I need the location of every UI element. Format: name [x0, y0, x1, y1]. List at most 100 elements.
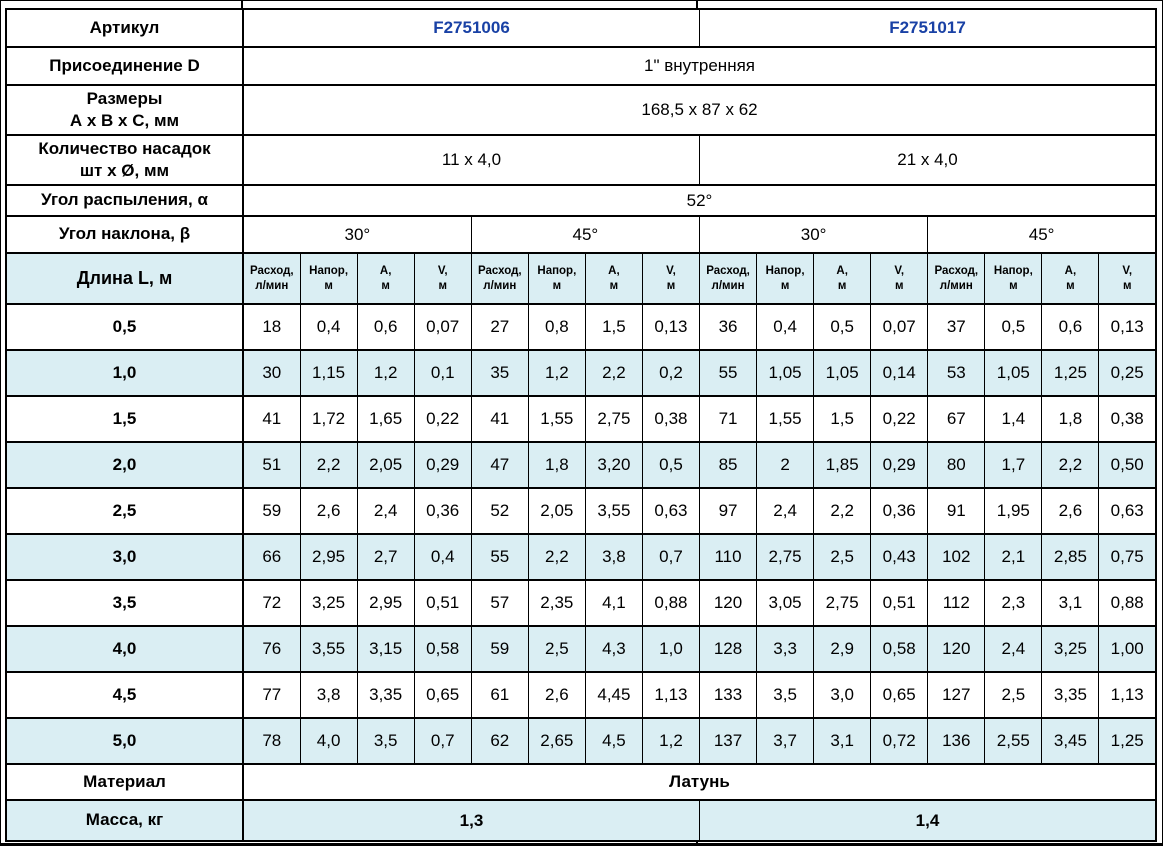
data-cell: 2,4 — [356, 487, 415, 535]
tilt-angle-value-1: 30° — [242, 215, 472, 254]
data-cell: 2,2 — [299, 441, 358, 489]
data-cell: 128 — [698, 625, 758, 673]
data-cell: 2,55 — [984, 717, 1043, 765]
data-cell: 4,0 — [299, 717, 358, 765]
data-cell: 2,4 — [984, 625, 1043, 673]
data-cell: 35 — [470, 349, 529, 397]
subheader-cell: Расход, л/мин — [927, 252, 986, 305]
data-cell: 52 — [470, 487, 529, 535]
data-cell: 2,6 — [1041, 487, 1100, 535]
data-cell: 4,1 — [584, 579, 643, 627]
data-cell: 0,5 — [984, 303, 1043, 351]
data-cell: 1,13 — [641, 671, 701, 719]
data-cell: 51 — [242, 441, 301, 489]
data-cell: 55 — [470, 533, 529, 581]
data-cell: 2,05 — [527, 487, 586, 535]
subheader-cell: А, м — [584, 252, 643, 305]
data-cell: 1,13 — [1098, 671, 1157, 719]
data-cell: 120 — [698, 579, 758, 627]
data-cell: 3,15 — [356, 625, 415, 673]
data-cell: 0,22 — [413, 395, 472, 443]
data-cell: 59 — [470, 625, 529, 673]
data-cell: 2,7 — [356, 533, 415, 581]
data-cell: 0,88 — [641, 579, 701, 627]
table-row: 1,0 30 1,15 1,2 0,1 35 1,2 2,2 0,2 55 1,05 1,05 0,14… — [5, 349, 1157, 397]
data-cell: 1,2 — [527, 349, 586, 397]
data-cell: 2,95 — [299, 533, 358, 581]
length-value: 0,5 — [5, 303, 244, 351]
data-cell: 120 — [927, 625, 986, 673]
table-row: 3,0 66 2,95 2,7 0,4 55 2,2 3,8 0,7 110 2,75 2,5 0,43… — [5, 533, 1157, 581]
data-cell: 1,2 — [641, 717, 701, 765]
data-cell: 1,55 — [756, 395, 815, 443]
data-cell: 2,1 — [984, 533, 1043, 581]
data-cell: 3,0 — [813, 671, 872, 719]
data-cell: 1,05 — [756, 349, 815, 397]
subheader-cell: Напор, м — [756, 252, 815, 305]
data-cell: 0,4 — [413, 533, 472, 581]
data-cell: 0,4 — [756, 303, 815, 351]
data-cell: 2,5 — [527, 625, 586, 673]
data-cell: 2,2 — [1041, 441, 1100, 489]
data-cell: 112 — [927, 579, 986, 627]
nozzles-value-1: 11 х 4,0 — [242, 134, 700, 186]
nozzles-row: Количество насадок шт х Ø, мм 11 х 4,0 2… — [5, 134, 1157, 186]
data-cell: 2,65 — [527, 717, 586, 765]
data-cell: 0,50 — [1098, 441, 1157, 489]
data-cell: 0,72 — [870, 717, 929, 765]
data-cell: 77 — [242, 671, 301, 719]
mass-value-2: 1,4 — [699, 799, 1157, 842]
data-cell: 0,51 — [870, 579, 929, 627]
data-cell: 41 — [470, 395, 529, 443]
data-cell: 2,2 — [584, 349, 643, 397]
length-value: 4,0 — [5, 625, 244, 673]
data-cell: 1,8 — [527, 441, 586, 489]
mass-value-1: 1,3 — [242, 799, 700, 842]
data-cell: 0,6 — [356, 303, 415, 351]
data-cell: 0,88 — [1098, 579, 1157, 627]
table-row: 0,5 18 0,4 0,6 0,07 27 0,8 1,5 0,13 36 0,4 0,5 0,07 3… — [5, 303, 1157, 351]
data-cell: 4,5 — [584, 717, 643, 765]
data-cell: 1,4 — [984, 395, 1043, 443]
data-cell: 1,25 — [1098, 717, 1157, 765]
data-cell: 0,2 — [641, 349, 701, 397]
data-cell: 3,45 — [1041, 717, 1100, 765]
data-cell: 0,36 — [870, 487, 929, 535]
article-value-2: F2751017 — [699, 8, 1157, 48]
footer-rows: Материал Латунь Масса, кг 1,3 1,4 — [5, 763, 1157, 842]
subheader-cell: V, м — [641, 252, 701, 305]
data-cell: 3,35 — [356, 671, 415, 719]
data-cell: 3,3 — [756, 625, 815, 673]
data-cell: 91 — [927, 487, 986, 535]
article-value-1: F2751006 — [242, 8, 700, 48]
data-cell: 36 — [698, 303, 758, 351]
subheader-cell: V, м — [1098, 252, 1157, 305]
data-cell: 1,05 — [813, 349, 872, 397]
data-cell: 3,05 — [756, 579, 815, 627]
data-cell: 0,75 — [1098, 533, 1157, 581]
data-cell: 59 — [242, 487, 301, 535]
data-cell: 102 — [927, 533, 986, 581]
data-cell: 0,29 — [870, 441, 929, 489]
nozzles-label: Количество насадок шт х Ø, мм — [5, 134, 244, 186]
table-row: 2,0 51 2,2 2,05 0,29 47 1,8 3,20 0,5 85 2 1,85 0,29 8… — [5, 441, 1157, 489]
data-cell: 66 — [242, 533, 301, 581]
data-cell: 3,1 — [1041, 579, 1100, 627]
spray-angle-row: Угол распыления, α 52° — [5, 184, 1157, 217]
data-cell: 0,5 — [813, 303, 872, 351]
data-cell: 110 — [698, 533, 758, 581]
connection-row: Присоединение D 1" внутренняя — [5, 46, 1157, 86]
data-cell: 2,85 — [1041, 533, 1100, 581]
length-value: 3,0 — [5, 533, 244, 581]
data-cell: 3,20 — [584, 441, 643, 489]
data-cell: 4,3 — [584, 625, 643, 673]
data-cell: 2 — [756, 441, 815, 489]
data-rows: 0,5 18 0,4 0,6 0,07 27 0,8 1,5 0,13 36 0,4 0,5 0,07 3… — [5, 303, 1157, 765]
tilt-angle-label: Угол наклона, β — [5, 215, 244, 254]
length-value: 1,0 — [5, 349, 244, 397]
tilt-angle-value-3: 30° — [698, 215, 929, 254]
length-value: 2,5 — [5, 487, 244, 535]
header-rows: Артикул F2751006 F2751017 Присоединение … — [5, 8, 1157, 305]
data-cell: 57 — [470, 579, 529, 627]
